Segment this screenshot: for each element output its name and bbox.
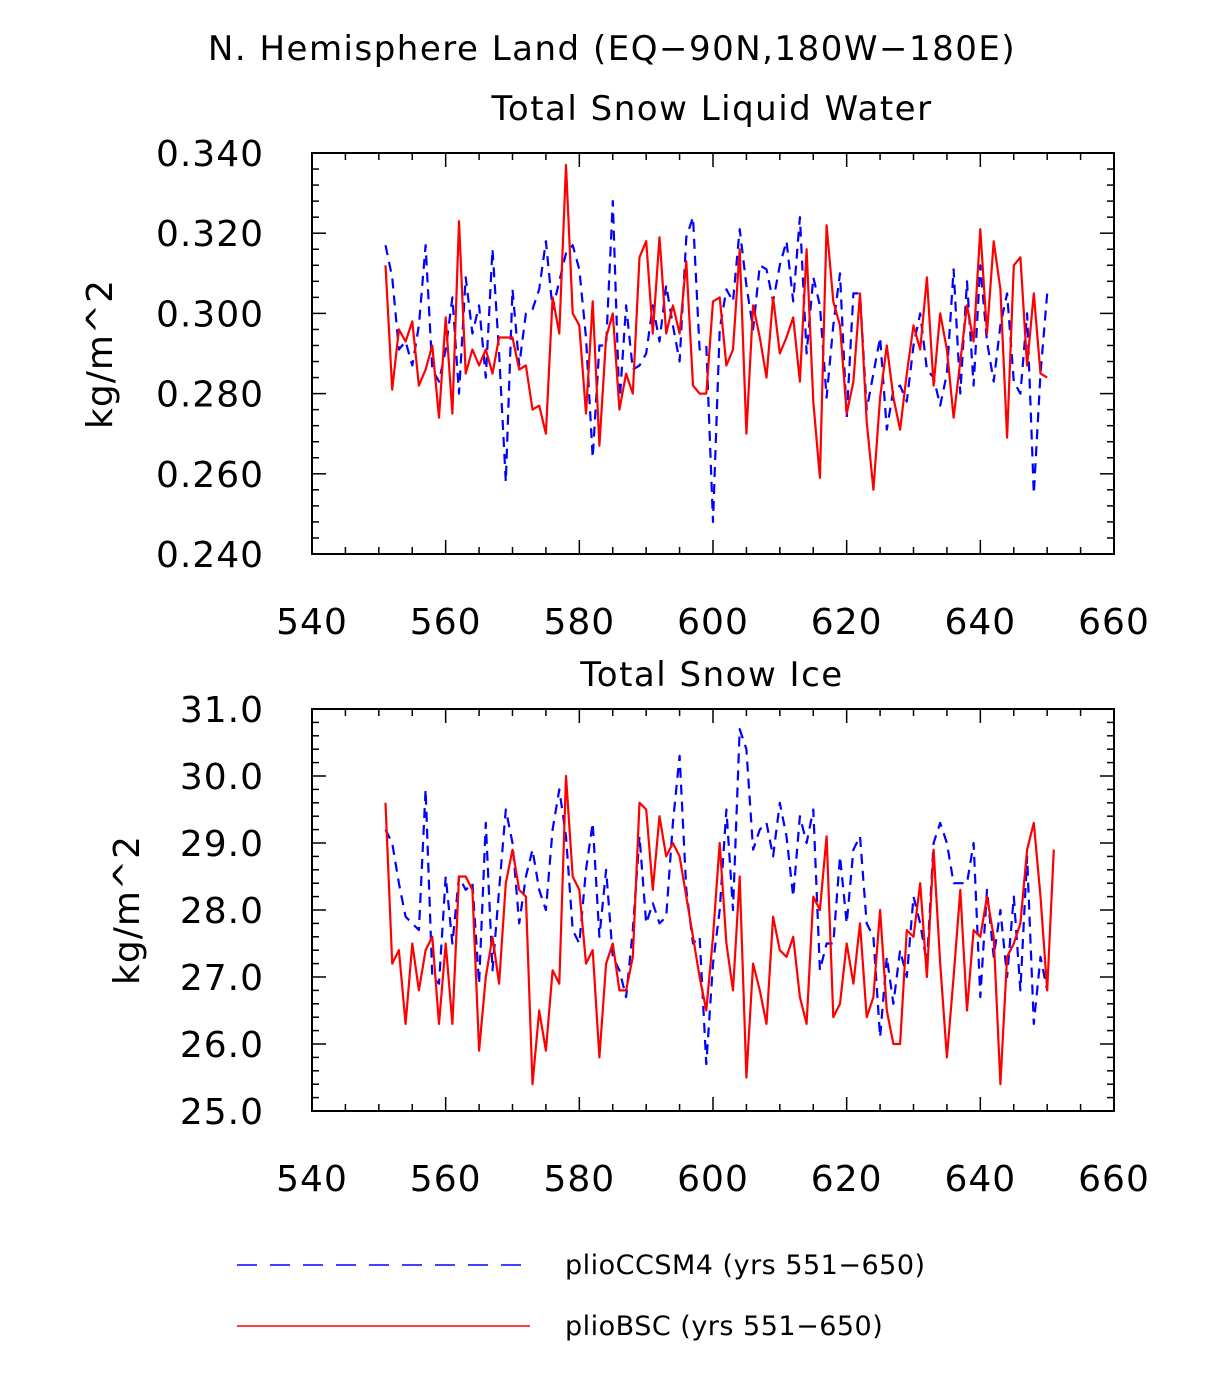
y-tick-label: 0.240 [156,535,264,576]
y-tick-label: 29.0 [180,824,264,865]
series-line-plioBSC [384,163,1048,491]
x-tick-label: 540 [276,602,348,643]
y-tick-label: 0.320 [156,214,264,255]
x-tick-label: 560 [410,1159,482,1200]
y-tick-label: 0.340 [156,134,264,175]
y-tick-label: 25.0 [180,1092,264,1133]
x-tick-label: 620 [811,1159,883,1200]
x-tick-label: 640 [944,1159,1016,1200]
x-tick-label: 640 [944,602,1016,643]
x-tick-label: 660 [1078,1159,1150,1200]
chart-title: Total Snow Ice [579,655,843,695]
series-line-plioBSC [384,774,1055,1086]
x-tick-label: 620 [811,602,883,643]
y-axis-label: kg/m^2 [80,279,121,429]
legend: plioCCSM4 (yrs 551−650) plioBSC (yrs 551… [237,1250,926,1342]
y-tick-label: 30.0 [180,757,264,798]
x-tick-label: 540 [276,1159,348,1200]
y-tick-label: 28.0 [180,891,264,932]
panel-total-snow-ice: Total Snow Ice kg/m^2 25.0 26.0 27.0 28.0 29… [107,655,1150,1200]
series-line-plioCCSM4 [384,200,1049,524]
y-axis-label: kg/m^2 [107,835,148,985]
y-tick-labels: 0.240 0.260 0.280 0.300 0.320 0.340 [156,134,264,576]
legend-label-plioCCSM4: plioCCSM4 (yrs 551−650) [565,1250,926,1281]
page-title: N. Hemisphere Land (EQ−90N,180W−180E) [208,29,1016,69]
y-tick-label: 0.280 [156,375,264,416]
y-tick-label: 0.260 [156,455,264,496]
x-tick-labels: 540 560 580 600 620 640 660 [276,1159,1150,1200]
y-tick-label: 0.300 [156,294,264,335]
x-tick-label: 580 [543,602,615,643]
y-tick-labels: 25.0 26.0 27.0 28.0 29.0 30.0 31.0 [180,690,264,1133]
plot-frame [311,152,1115,555]
x-tick-label: 660 [1078,602,1150,643]
series-line-plioCCSM4 [384,727,1049,1066]
x-tick-label: 600 [677,602,749,643]
plot-frame [311,708,1115,1112]
series-lines [384,163,1049,524]
x-tick-label: 580 [543,1159,615,1200]
x-tick-label: 600 [677,1159,749,1200]
panel-total-snow-liquid-water: Total Snow Liquid Water kg/m^2 0.240 0.26… [80,89,1150,643]
legend-label-plioBSC: plioBSC (yrs 551−650) [565,1311,883,1342]
y-tick-label: 26.0 [180,1025,264,1066]
chart-title: Total Snow Liquid Water [490,89,932,129]
x-tick-labels: 540 560 580 600 620 640 660 [276,602,1150,643]
y-tick-label: 27.0 [180,958,264,999]
x-tick-label: 560 [410,602,482,643]
y-tick-label: 31.0 [180,690,264,731]
series-lines [384,727,1055,1086]
